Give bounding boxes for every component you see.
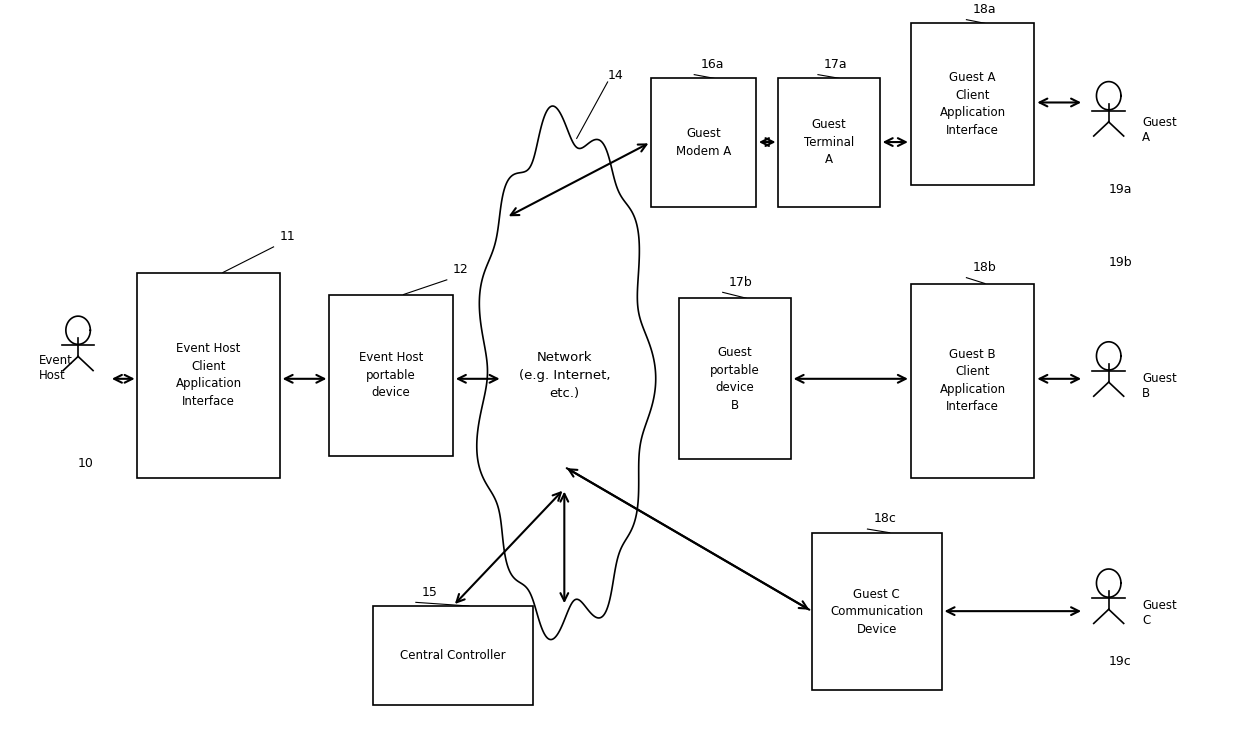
FancyBboxPatch shape [330,294,453,455]
Text: 15: 15 [422,585,438,599]
FancyBboxPatch shape [680,298,791,459]
FancyBboxPatch shape [138,273,280,478]
Text: Guest
Terminal
A: Guest Terminal A [804,118,854,166]
Text: Event Host
Client
Application
Interface: Event Host Client Application Interface [176,343,242,408]
Text: Guest
A: Guest A [1142,116,1177,143]
Text: Guest
Modem A: Guest Modem A [676,127,732,158]
Text: 18a: 18a [972,3,996,16]
Text: Event Host
portable
device: Event Host portable device [358,351,423,399]
Text: Guest
C: Guest C [1142,600,1177,627]
Text: Guest
B: Guest B [1142,372,1177,400]
Text: 18c: 18c [874,513,897,525]
Text: Guest C
Communication
Device: Guest C Communication Device [830,588,924,635]
FancyBboxPatch shape [651,78,756,207]
Text: 11: 11 [280,230,295,243]
Text: 12: 12 [453,263,469,276]
FancyBboxPatch shape [372,606,533,705]
Text: 17b: 17b [729,276,753,288]
FancyBboxPatch shape [910,284,1034,478]
Text: 19b: 19b [1109,256,1132,269]
Text: 18b: 18b [972,261,997,274]
Text: Guest B
Client
Application
Interface: Guest B Client Application Interface [940,348,1006,413]
Text: 17a: 17a [825,58,848,71]
Text: 19a: 19a [1109,183,1132,195]
Text: 16a: 16a [701,58,724,71]
Text: Network
(e.g. Internet,
etc.): Network (e.g. Internet, etc.) [518,351,610,400]
Text: Central Controller: Central Controller [401,649,506,662]
FancyBboxPatch shape [779,78,880,207]
Text: 10: 10 [78,458,94,470]
Text: 19c: 19c [1109,655,1131,668]
FancyBboxPatch shape [812,533,941,690]
Text: Event
Host: Event Host [38,354,72,382]
Text: Guest
portable
device
B: Guest portable device B [711,346,760,412]
FancyBboxPatch shape [910,23,1034,184]
Text: 14: 14 [608,69,624,82]
Polygon shape [476,106,656,640]
Text: Guest A
Client
Application
Interface: Guest A Client Application Interface [940,71,1006,137]
